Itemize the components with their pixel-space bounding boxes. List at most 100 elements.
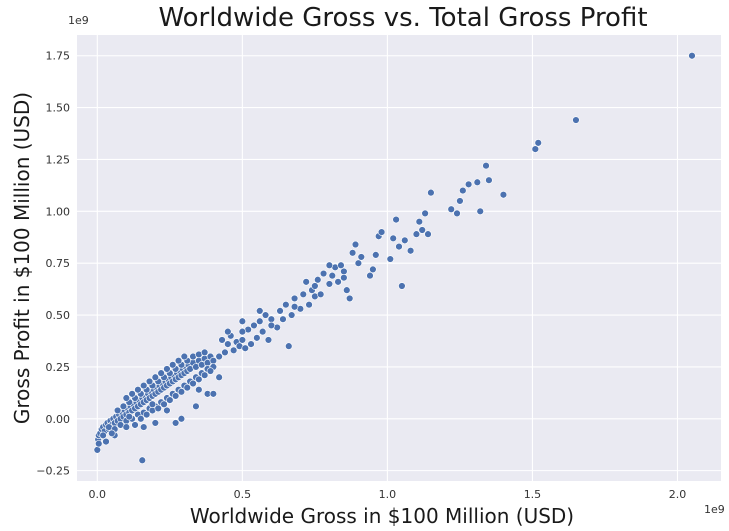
data-point [369,265,377,274]
data-point [171,419,180,427]
data-point [459,186,467,195]
data-point [163,365,171,373]
data-point [334,278,342,286]
data-point [485,176,493,184]
data-point [238,317,247,325]
y-tick-label: 0.00 [46,413,71,426]
data-point [285,342,293,350]
data-point [122,423,131,431]
y-tick-label: 0.50 [46,309,71,322]
data-point [113,406,122,415]
data-point [180,352,189,361]
data-point [372,251,380,259]
data-point [688,52,696,60]
data-point [177,388,186,396]
data-point [151,419,160,427]
data-point [189,379,197,388]
data-point [125,412,133,421]
data-point [276,307,284,315]
data-point [177,415,186,423]
data-point [418,226,426,234]
y-tick-label: 1.50 [46,102,71,115]
data-point [229,346,238,355]
tick-labels: 0.0 0.5 1.0 1.5 2.0 −0.25 0.00 0.25 0.50 0.75 1.00… [36,50,686,501]
data-point [122,394,131,402]
data-point [389,234,397,242]
data-point [160,400,168,408]
data-point [415,218,424,226]
data-point [209,390,218,398]
y-axis-label: Gross Profit in $100 Million (USD) [10,92,34,424]
data-point [395,242,403,251]
data-point [412,230,421,238]
data-point [464,180,473,189]
y-offset-label: 1e9 [68,14,89,27]
data-point [264,336,273,344]
y-tick-label: 0.75 [46,257,71,270]
data-point [261,311,270,319]
data-point [316,290,325,298]
y-tick-label: 0.25 [46,361,71,374]
data-point [93,446,102,454]
data-point [253,334,261,342]
data-point [108,429,116,437]
data-point [482,161,490,170]
data-point [421,209,429,218]
data-point [354,259,363,267]
data-point [314,276,322,284]
data-point [476,207,484,216]
data-point [163,406,171,415]
x-offset-label: 1e9 [704,503,725,516]
data-point [154,404,162,413]
grid [77,35,721,481]
data-point [267,321,276,330]
data-point [357,253,365,261]
data-point [499,191,508,199]
data-point [238,327,247,336]
data-point [345,294,354,303]
data-point [192,402,200,411]
data-point [206,367,215,375]
data-point [134,386,142,394]
data-point [572,116,580,124]
data-point [119,402,128,411]
data-point [319,269,328,278]
data-point [348,249,357,257]
data-point [224,340,232,348]
data-point [337,261,345,269]
data-point [151,373,160,381]
y-tick-label: 1.25 [46,153,71,166]
data-point [241,344,249,352]
data-point [142,410,151,419]
data-point [256,307,264,315]
x-tick-label: 2.0 [669,488,687,501]
data-point [247,340,255,348]
x-tick-label: 1.0 [379,488,397,501]
data-point [282,300,290,309]
data-point [386,255,394,263]
x-tick-label: 0.0 [89,488,107,501]
data-point [302,278,310,286]
data-point [287,311,296,319]
data-point [169,361,177,369]
data-point [224,327,232,336]
data-point [140,381,148,390]
data-point [145,377,154,386]
data-point [534,139,542,147]
data-point [398,282,406,290]
data-point [328,271,336,280]
data-point [456,197,464,205]
data-point [366,271,374,280]
data-point [171,392,180,400]
chart-title: Worldwide Gross vs. Total Gross Profit [158,3,647,33]
data-points [93,52,696,464]
data-point [138,456,146,464]
x-axis-label: Worldwide Gross in $100 Million (USD) [190,504,574,528]
data-point [258,327,267,336]
y-tick-label: 1.75 [46,50,71,63]
data-point [195,386,203,394]
data-point [299,290,307,298]
plot-background [77,35,721,481]
data-point [256,317,264,325]
